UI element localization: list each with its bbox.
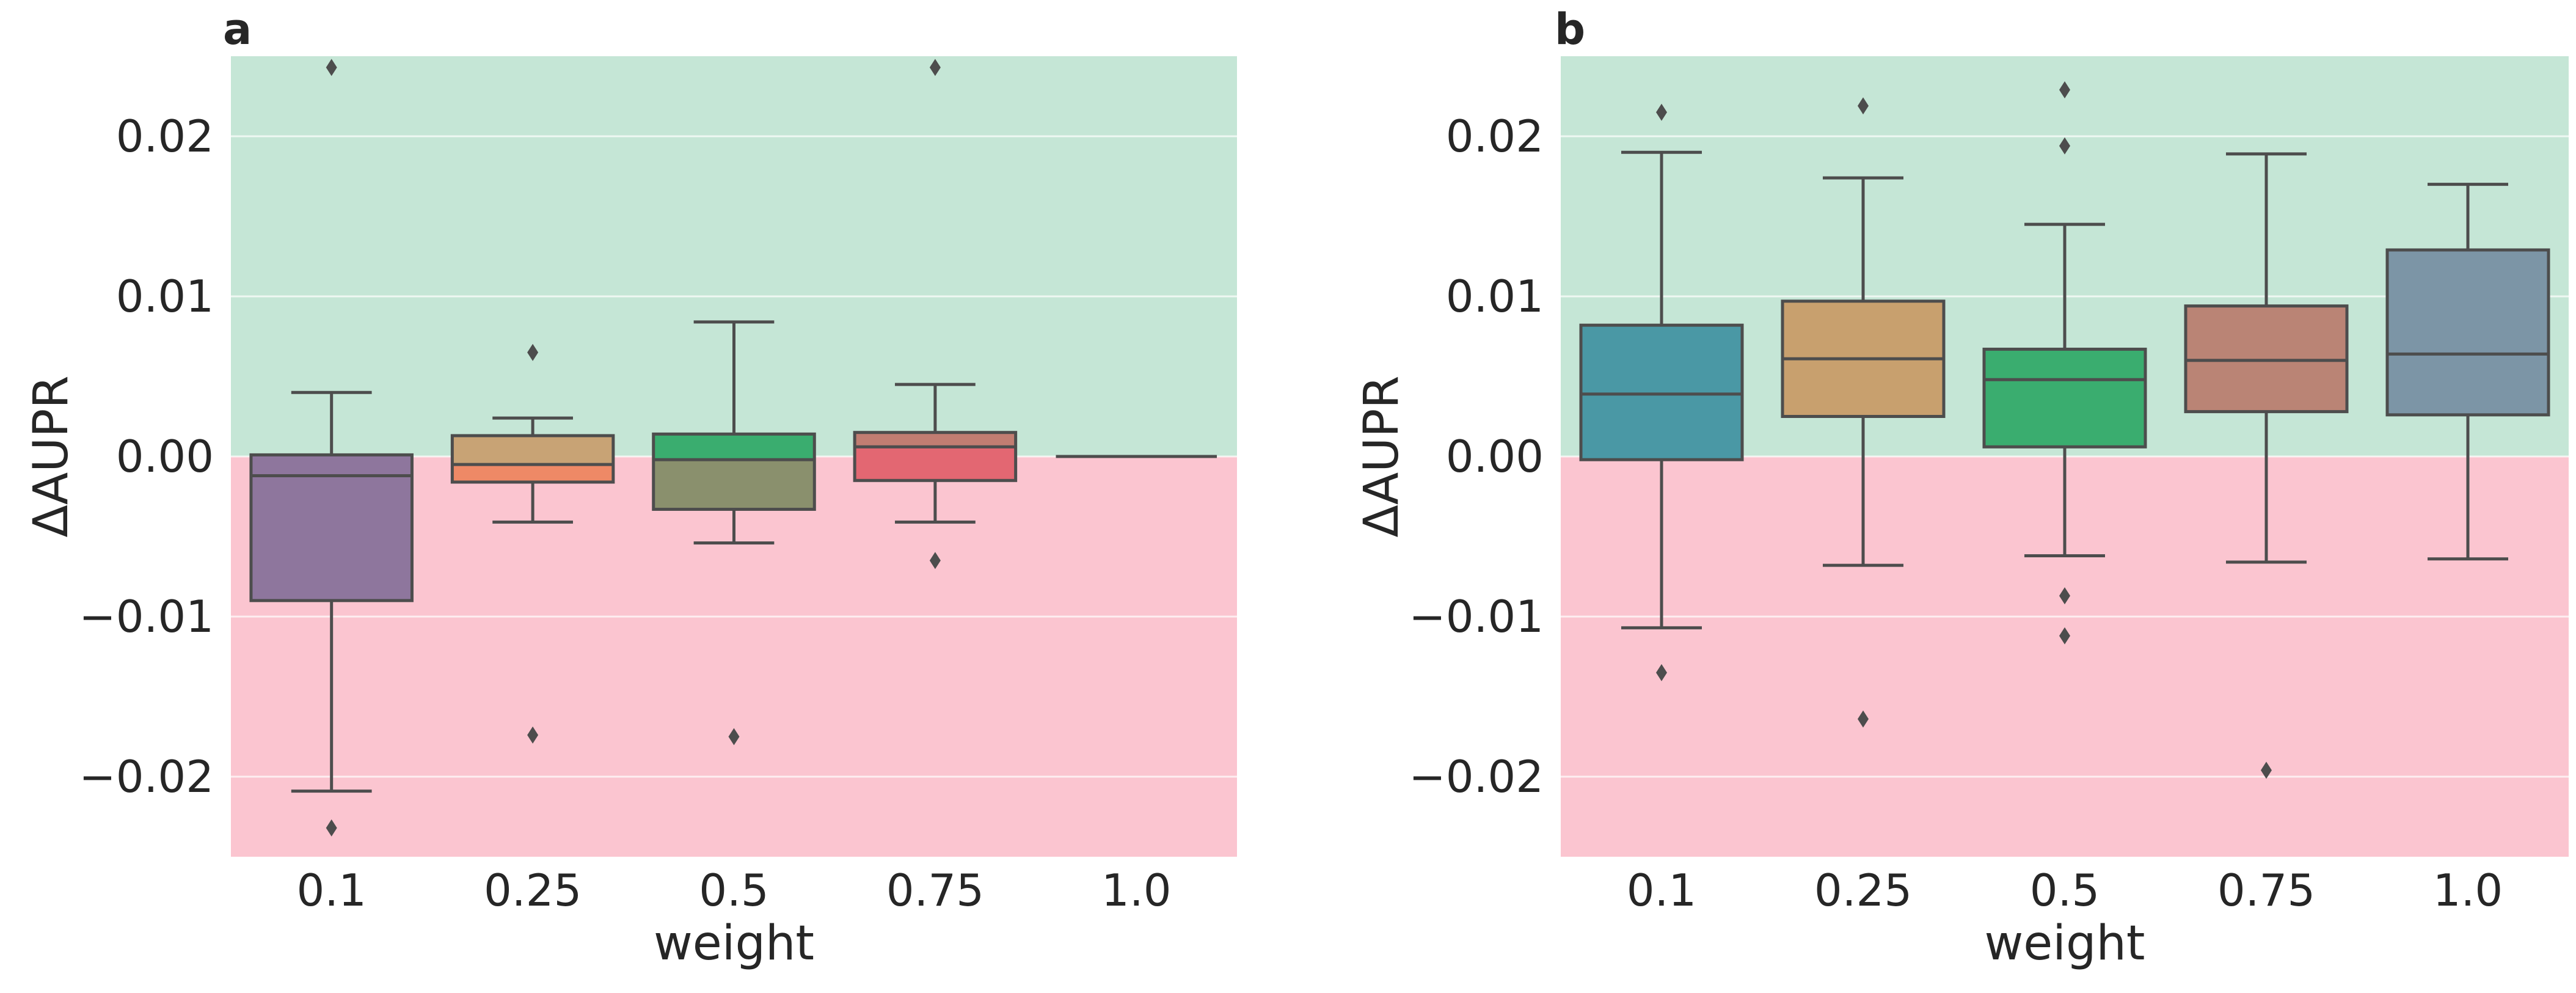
y-axis-label: ΔAUPR bbox=[1354, 375, 1409, 537]
panel-label: a bbox=[223, 4, 252, 54]
box-body bbox=[2385, 248, 2550, 417]
y-tick-label: 0.00 bbox=[1446, 431, 1544, 482]
outlier-point bbox=[1858, 710, 1869, 728]
outlier-point bbox=[1656, 103, 1667, 121]
box-body bbox=[1982, 347, 2147, 449]
outlier-point bbox=[527, 343, 539, 361]
x-tick-label: 0.25 bbox=[1814, 865, 1912, 916]
panel-a: −0.02 −0.01 0.00 0.01 0.02 0.1 0.25 0.5 0.75 1.0 w… bbox=[24, 4, 1237, 971]
outlier-point bbox=[2261, 761, 2272, 779]
x-axis-label: weight bbox=[654, 916, 814, 971]
y-tick-label: −0.01 bbox=[1409, 591, 1544, 642]
x-tick-label: 0.5 bbox=[2030, 865, 2100, 916]
x-tick-label: 0.5 bbox=[699, 865, 769, 916]
outlier-point bbox=[2059, 81, 2070, 99]
box-upper-half bbox=[452, 435, 613, 465]
x-tick-label: 0.25 bbox=[484, 865, 582, 916]
outlier-point bbox=[326, 819, 337, 837]
y-axis-label: ΔAUPR bbox=[24, 375, 79, 537]
x-tick-label: 0.75 bbox=[2217, 865, 2315, 916]
box-lower-half bbox=[452, 464, 613, 482]
x-tick-label: 1.0 bbox=[2433, 865, 2503, 916]
outlier-point bbox=[728, 728, 740, 746]
x-tick-label: 0.1 bbox=[296, 865, 367, 916]
outlier-point bbox=[929, 59, 941, 76]
box-upper-half bbox=[653, 434, 815, 460]
box-body bbox=[1579, 323, 1744, 461]
box-0.1 bbox=[1579, 103, 1744, 681]
y-tick-label: 0.02 bbox=[116, 111, 214, 162]
x-tick-label: 0.1 bbox=[1627, 865, 1697, 916]
outlier-point bbox=[1656, 664, 1667, 681]
x-axis-label: weight bbox=[1985, 916, 2145, 971]
box-outline bbox=[853, 431, 1018, 482]
panel-label: b bbox=[1555, 4, 1585, 54]
box-0.75 bbox=[853, 59, 1018, 570]
outlier-point bbox=[1858, 97, 1869, 115]
box-0.75 bbox=[2184, 152, 2349, 779]
outlier-point bbox=[527, 726, 539, 744]
box-0.1 bbox=[249, 59, 414, 837]
y-tick-label: 0.01 bbox=[116, 271, 214, 322]
y-tick-label: −0.01 bbox=[79, 591, 214, 642]
box-body bbox=[249, 453, 414, 603]
box-0.5 bbox=[652, 320, 816, 746]
box-outline bbox=[450, 434, 615, 484]
y-tick-label: 0.00 bbox=[116, 431, 214, 482]
y-tick-label: −0.02 bbox=[1409, 751, 1544, 802]
y-tick-label: 0.02 bbox=[1446, 111, 1544, 162]
box-1.0 bbox=[2385, 183, 2550, 561]
box-lower-half bbox=[653, 460, 815, 510]
box-body bbox=[2184, 304, 2349, 414]
box-lower-half bbox=[855, 447, 1016, 481]
x-tick-label: 1.0 bbox=[1101, 865, 1172, 916]
box-0.25 bbox=[1781, 97, 1946, 728]
outlier-point bbox=[2059, 627, 2070, 645]
box-0.5 bbox=[1982, 81, 2147, 645]
y-tick-label: −0.02 bbox=[79, 751, 214, 802]
y-tick-label: 0.01 bbox=[1446, 271, 1544, 322]
panel-b: −0.02 −0.01 0.00 0.01 0.02 0.1 0.25 0.5 0.75 1.0 w… bbox=[1354, 4, 2569, 971]
box-0.25 bbox=[450, 343, 615, 744]
box-outline bbox=[652, 432, 816, 511]
box-upper-half bbox=[855, 432, 1016, 447]
outlier-point bbox=[326, 59, 337, 76]
outlier-point bbox=[2059, 587, 2070, 604]
outlier-point bbox=[2059, 137, 2070, 155]
outlier-point bbox=[929, 552, 941, 570]
x-tick-label: 0.75 bbox=[886, 865, 984, 916]
